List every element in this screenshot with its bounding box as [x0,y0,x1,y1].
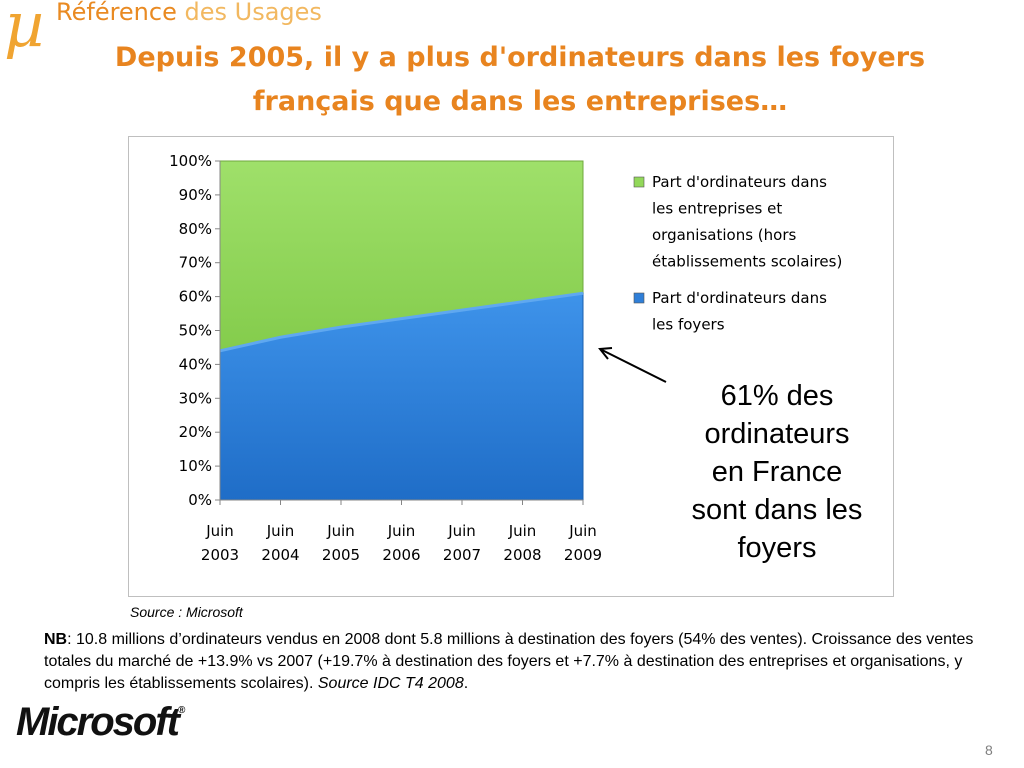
legend-swatch [633,292,645,304]
brand-name-light: des Usages [176,0,322,26]
y-tick-label: 30% [179,389,212,407]
x-tick-label: Juin 2009 [564,522,602,564]
y-tick-label: 0% [188,491,212,509]
slide-title-line-1: Depuis 2005, il y a plus d'ordinateurs d… [114,42,926,73]
x-tick-label: Juin 2004 [261,522,299,564]
y-tick-label: 40% [179,355,212,373]
y-tick-label: 80% [179,220,212,238]
y-tick-label: 90% [179,186,212,204]
legend-swatch [633,176,645,188]
slide-title: Depuis 2005, il y a plus d'ordinateurs d… [40,36,1000,124]
legend-label: Part d'ordinateurs dans les entreprises e… [652,173,842,271]
page-number: 8 [985,742,993,758]
callout-line-1: 61% des [720,380,834,412]
footnote-suffix: . [463,675,469,692]
footnote-prefix: NB [44,631,68,648]
callout-line-5: foyers [737,532,817,564]
callout-line-2: ordinateurs [704,418,850,450]
callout-line-4: sont dans les [691,494,863,526]
chart-source: Source : Microsoft [130,604,243,620]
x-tick-label: Juin 2005 [322,522,360,564]
x-tick-label: Juin 2006 [382,522,420,564]
y-tick-label: 60% [179,288,212,306]
brand-logo: µ Référence des Usages [4,0,344,68]
footnote: NB: 10.8 millions d’ordinateurs vendus e… [44,629,1004,695]
brand-name-strong: Référence [56,0,177,26]
callout-text: 61% des ordinateurs en France sont dans … [668,377,886,567]
stacked-area-chart: 0% 10% 20% 30% 40% 50% 60% 70% 80% 90% 100% Juin 200… [169,152,842,564]
callout-line-3: en France [711,456,843,488]
microsoft-logo: Microsoft® [16,702,185,742]
x-tick-label: Juin 2007 [443,522,481,564]
legend-label: Part d'ordinateurs dans les foyers [652,289,827,334]
registered-mark: ® [178,705,186,716]
slide-title-line-2: français que dans les entreprises… [252,86,788,117]
y-tick-label: 50% [179,322,212,340]
footnote-text: : 10.8 millions d’ordinateurs vendus en … [44,631,974,692]
x-tick-label: Juin 2008 [503,522,541,564]
series-boundary-line [219,291,584,353]
callout-arrow [598,347,667,383]
y-tick-label: 20% [179,423,212,441]
microsoft-logo-text: Microsoft [16,700,180,744]
y-tick-label: 100% [169,152,212,170]
y-tick-label: 70% [179,254,212,272]
brand-name: Référence des Usages [56,0,322,26]
x-tick-label: Juin 2003 [201,522,239,564]
footnote-source: Source IDC T4 2008 [317,675,464,692]
y-tick-label: 10% [179,457,212,475]
brand-symbol: µ [4,0,45,61]
chart-frame: 0% 10% 20% 30% 40% 50% 60% 70% 80% 90% 100% Juin 200… [128,136,894,597]
